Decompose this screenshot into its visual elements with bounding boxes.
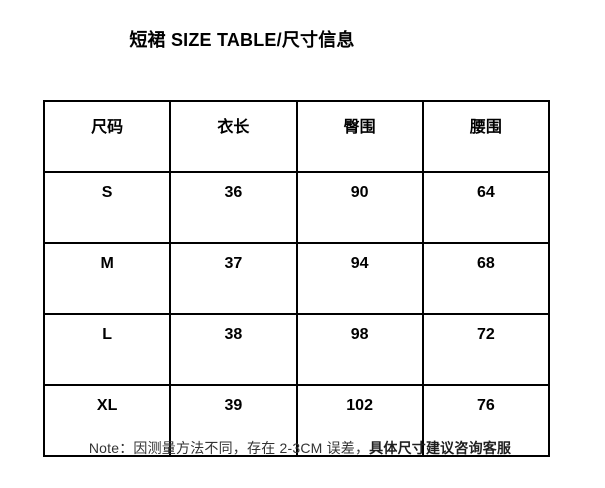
note-bold-text: 具体尺寸建议咨询客服: [369, 440, 512, 456]
cell-hip: 98: [295, 313, 424, 386]
cell-waist: 72: [421, 313, 551, 386]
cell-size: XL: [42, 384, 172, 457]
cell-length: 36: [169, 171, 298, 244]
table-row: XL 39 102 76: [42, 384, 551, 457]
note-line: Note：因测量方法不同，存在 2-3CM 误差，具体尺寸建议咨询客服: [89, 438, 511, 458]
table-header-row: 尺码 衣长 臀围 腰围: [42, 100, 551, 173]
cell-length: 39: [169, 384, 298, 457]
table-row: L 38 98 72: [42, 313, 551, 386]
size-table: 尺码 衣长 臀围 腰围 S 36 90 64 M 37 94 68 L 38: [42, 100, 551, 457]
cell-length: 38: [169, 313, 298, 386]
size-table-body: S 36 90 64 M 37 94 68 L 38 98 72 XL 39 1…: [42, 171, 551, 457]
cell-waist: 76: [421, 384, 551, 457]
header-size: 尺码: [42, 100, 172, 173]
header-waist: 腰围: [421, 100, 551, 173]
cell-hip: 94: [295, 242, 424, 315]
header-hip: 臀围: [295, 100, 424, 173]
cell-size: M: [42, 242, 172, 315]
note-regular-text: Note：因测量方法不同，存在 2-3CM 误差，: [88, 440, 370, 456]
cell-length: 37: [169, 242, 298, 315]
size-table-header: 尺码 衣长 臀围 腰围: [42, 100, 551, 173]
page-title: 短裙 SIZE TABLE/尺寸信息: [129, 30, 355, 50]
cell-size: S: [42, 171, 172, 244]
cell-size: L: [42, 313, 172, 386]
table-row: M 37 94 68: [42, 242, 551, 315]
table-row: S 36 90 64: [42, 171, 551, 244]
header-length: 衣长: [169, 100, 298, 173]
cell-hip: 102: [295, 384, 424, 457]
cell-waist: 68: [421, 242, 551, 315]
cell-hip: 90: [295, 171, 424, 244]
cell-waist: 64: [421, 171, 551, 244]
